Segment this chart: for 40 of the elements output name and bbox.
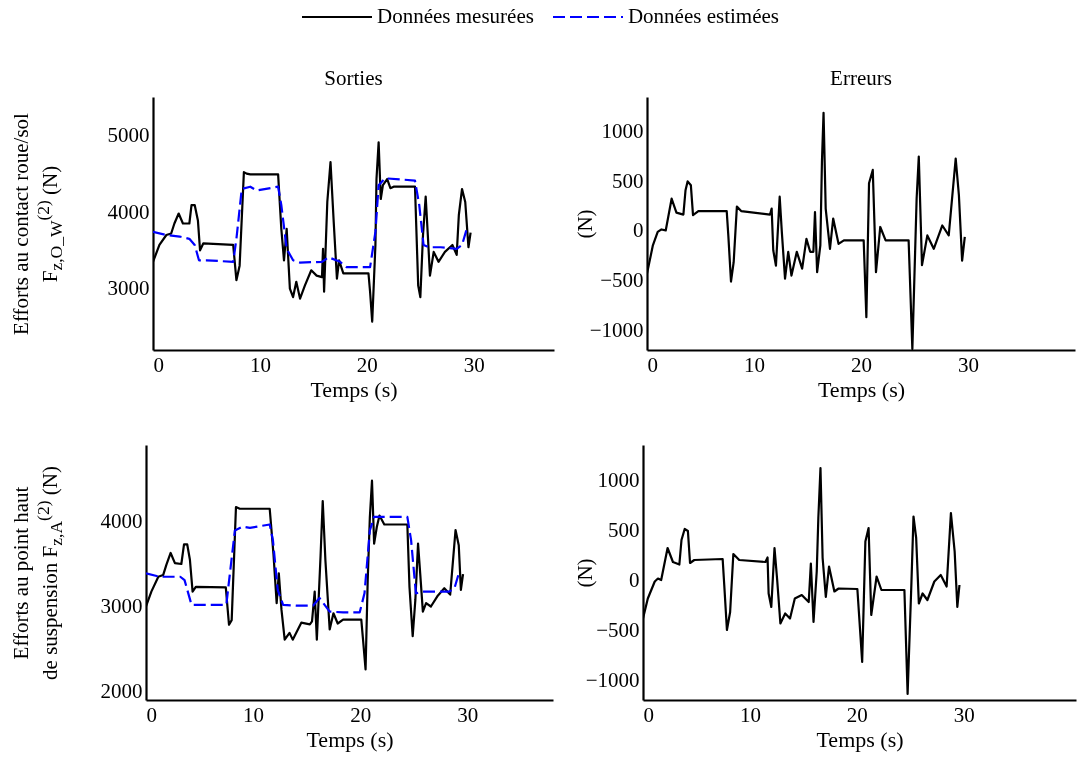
x-axis-title: Temps (s) xyxy=(310,376,398,402)
y-tick-label: 1000 xyxy=(597,467,640,492)
y-tick-label: 4000 xyxy=(100,509,143,533)
y-tick-label: 0 xyxy=(633,218,644,243)
y-axis-title: (N) xyxy=(572,208,598,239)
y-tick-label: 3000 xyxy=(100,594,143,618)
y-tick-label: 4000 xyxy=(107,199,150,224)
legend-label: Données mesurées xyxy=(377,4,534,29)
chart-title: Erreurs xyxy=(830,66,892,90)
x-tick-label: 30 xyxy=(463,352,485,377)
y-tick-label: 500 xyxy=(612,168,644,193)
y-tick-label: 3000 xyxy=(107,276,150,301)
legend-label: Données estimées xyxy=(627,4,779,29)
x-tick-label: 10 xyxy=(739,702,761,727)
y-tick-label: −1000 xyxy=(585,667,640,692)
x-axis-title: Temps (s) xyxy=(817,376,906,402)
y-tick-label: 1000 xyxy=(601,119,644,144)
y-tick-label: 500 xyxy=(608,517,640,542)
y-tick-label: 2000 xyxy=(100,679,143,703)
x-tick-label: 10 xyxy=(249,352,271,377)
y-axis-title: (N) xyxy=(572,557,598,588)
x-tick-label: 10 xyxy=(744,352,765,377)
x-axis-title: Temps (s) xyxy=(306,726,394,752)
chart-title: Sorties xyxy=(324,66,383,90)
y-tick-label: −500 xyxy=(600,268,644,293)
x-tick-label: 20 xyxy=(350,702,372,727)
x-tick-label: 30 xyxy=(953,702,975,727)
x-tick-label: 30 xyxy=(457,702,479,727)
y-tick-label: −500 xyxy=(596,617,640,642)
x-tick-label: 20 xyxy=(356,352,378,377)
x-tick-label: 10 xyxy=(243,702,265,727)
x-tick-label: 20 xyxy=(846,702,868,727)
x-tick-label: 20 xyxy=(851,352,872,377)
y-tick-label: 5000 xyxy=(107,122,150,147)
y-tick-label: −1000 xyxy=(589,317,644,342)
y-tick-label: 0 xyxy=(629,567,640,592)
x-tick-label: 30 xyxy=(958,352,979,377)
line-series xyxy=(153,177,468,269)
line-series xyxy=(146,515,461,614)
x-axis-title: Temps (s) xyxy=(816,726,904,752)
